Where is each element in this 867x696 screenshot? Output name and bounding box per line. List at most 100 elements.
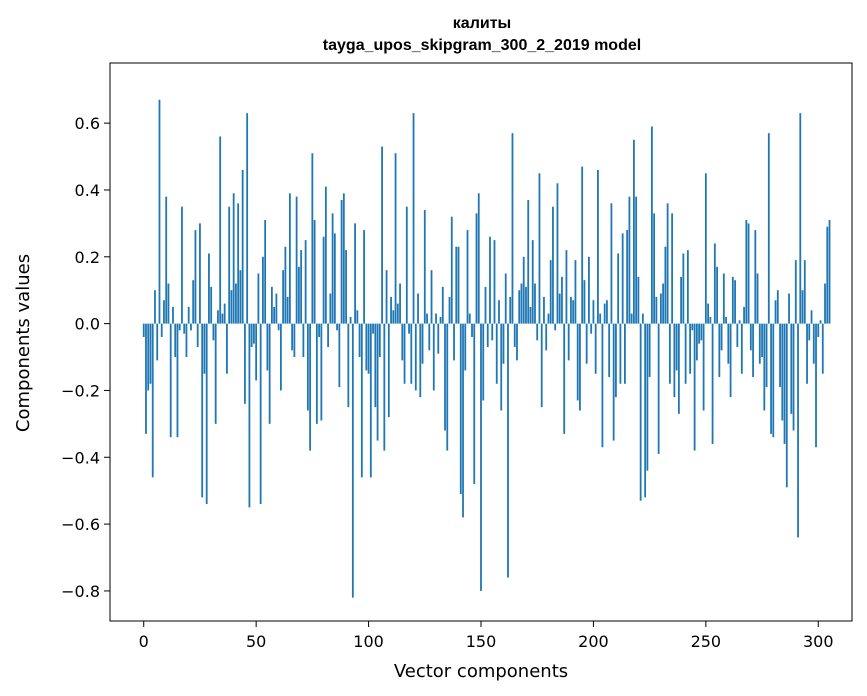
bar xyxy=(713,243,716,324)
bar xyxy=(817,323,820,337)
bar xyxy=(779,323,781,388)
bar xyxy=(486,323,489,348)
bar xyxy=(282,270,285,324)
bar xyxy=(729,323,732,398)
bar xyxy=(606,300,608,324)
bar xyxy=(648,323,651,378)
bar xyxy=(349,316,352,324)
bar xyxy=(142,323,145,337)
bar xyxy=(716,266,718,324)
bar xyxy=(264,220,267,324)
bar xyxy=(237,203,240,324)
bar xyxy=(201,323,204,498)
bar xyxy=(158,99,161,324)
chart-title: калиты xyxy=(453,15,511,32)
bar xyxy=(185,323,188,358)
bar xyxy=(621,233,624,324)
bar xyxy=(808,323,811,341)
bar xyxy=(612,323,615,441)
bar xyxy=(581,166,584,324)
bar xyxy=(315,323,318,424)
bar xyxy=(363,230,365,324)
bar xyxy=(183,323,186,334)
bar xyxy=(176,323,179,438)
bar xyxy=(617,253,620,324)
bar xyxy=(668,323,671,384)
x-tick-label: 0 xyxy=(139,632,149,651)
bar xyxy=(390,296,392,324)
bar xyxy=(297,266,300,324)
bar xyxy=(565,250,568,324)
bar xyxy=(673,323,676,398)
bar xyxy=(731,276,734,324)
bar xyxy=(624,323,626,384)
bar xyxy=(646,323,649,471)
bar xyxy=(214,323,217,424)
bar xyxy=(266,323,269,371)
bar xyxy=(435,313,437,324)
bar xyxy=(534,283,536,324)
bar xyxy=(610,203,613,324)
bar xyxy=(199,223,201,324)
bar xyxy=(151,323,154,478)
bar xyxy=(781,323,784,421)
bar xyxy=(322,236,325,324)
bar xyxy=(473,323,476,484)
bar xyxy=(657,323,660,454)
bar xyxy=(788,293,790,324)
bar xyxy=(603,303,606,324)
bar xyxy=(511,133,514,324)
bar xyxy=(563,323,566,434)
bar xyxy=(507,323,509,578)
bar xyxy=(394,153,397,324)
bar xyxy=(253,323,255,344)
y-tick-label: 0.0 xyxy=(75,315,100,334)
bar xyxy=(327,323,329,348)
bar xyxy=(444,323,446,431)
bar xyxy=(758,323,761,364)
bar xyxy=(639,323,642,501)
bar xyxy=(637,276,640,324)
bar xyxy=(208,253,210,324)
bar xyxy=(284,246,287,324)
bar xyxy=(270,286,273,324)
bar xyxy=(324,186,327,324)
bar xyxy=(374,323,377,408)
bar xyxy=(295,196,298,324)
bar xyxy=(552,206,554,324)
bar xyxy=(752,323,754,378)
bar xyxy=(313,220,316,324)
bar xyxy=(608,323,611,378)
bar xyxy=(702,323,705,411)
bar xyxy=(235,283,237,324)
bar xyxy=(815,323,817,448)
bar xyxy=(743,306,745,324)
bar xyxy=(450,216,453,324)
bar xyxy=(475,213,478,324)
bar xyxy=(704,173,707,324)
bar xyxy=(736,323,739,348)
bar xyxy=(241,169,244,324)
bar xyxy=(223,303,226,324)
x-tick-label: 300 xyxy=(803,632,834,651)
bar xyxy=(448,296,451,324)
bar xyxy=(210,286,213,324)
bar xyxy=(774,300,777,324)
bar xyxy=(345,250,347,324)
bar xyxy=(828,220,831,324)
bar xyxy=(187,306,190,324)
bar xyxy=(806,323,808,384)
bar xyxy=(347,323,350,408)
bar xyxy=(455,246,458,324)
bar xyxy=(727,323,730,364)
bar xyxy=(527,199,530,324)
bar xyxy=(396,303,399,324)
bar xyxy=(680,276,683,324)
bar xyxy=(219,136,222,324)
bar xyxy=(226,323,228,374)
bar xyxy=(776,290,779,324)
bar xyxy=(783,323,786,444)
bar xyxy=(756,273,759,324)
bar xyxy=(794,260,797,324)
